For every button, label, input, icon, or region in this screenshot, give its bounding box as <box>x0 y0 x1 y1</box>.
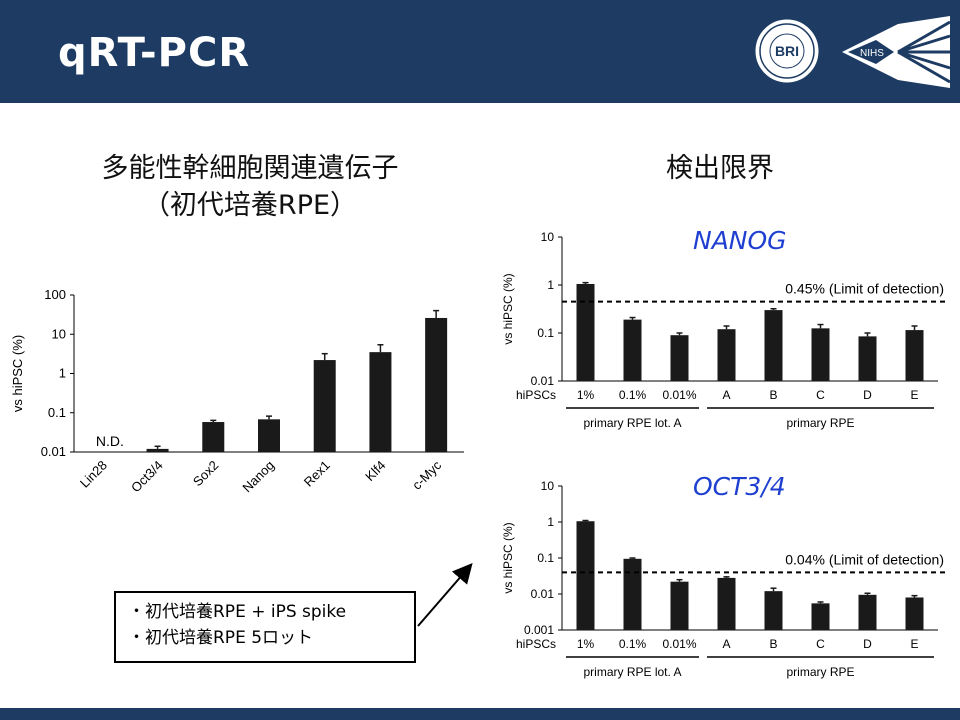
note-line-2: ・初代培養RPE 5ロット <box>128 628 314 648</box>
bar-0.01% <box>670 335 689 381</box>
y-tick-label: 0.1 <box>537 326 554 340</box>
bar-E <box>905 597 924 630</box>
bar-E <box>905 330 924 381</box>
sample-note-box: ・初代培養RPE + iPS spike ・初代培養RPE 5ロット <box>114 591 416 663</box>
x-tick-label: 0.01% <box>662 388 696 402</box>
group-label: primary RPE lot. A <box>583 665 681 679</box>
y-axis-label: vs hiPSC (%) <box>501 273 515 344</box>
left-heading-line1: 多能性幹細胞関連遺伝子 <box>101 153 399 184</box>
detection-limit-label: 0.45% (Limit of detection) <box>785 281 944 297</box>
x-tick-label: 0.01% <box>662 637 696 651</box>
y-tick-label: 0.01 <box>531 374 555 388</box>
y-tick-label: 10 <box>52 326 66 341</box>
x-tick-label: A <box>722 388 730 402</box>
y-tick-label: 0.01 <box>41 444 66 459</box>
y-axis-label: vs hiPSC (%) <box>501 522 515 593</box>
bri-logo-text: BRI <box>775 43 799 59</box>
bar-c-Myc <box>425 317 448 452</box>
x-tick-label: C <box>816 388 825 402</box>
x-tick-label: B <box>769 637 777 651</box>
footer-bar <box>0 708 960 720</box>
slide-title: qRT-PCR <box>58 30 251 76</box>
y-tick-label: 1 <box>547 515 554 529</box>
row-label: hiPSCs <box>516 388 556 402</box>
bar-A <box>717 329 736 381</box>
row-label: hiPSCs <box>516 637 556 651</box>
y-tick-label: 0.001 <box>524 623 554 637</box>
y-tick-label: 1 <box>547 278 554 292</box>
x-tick-label: B <box>769 388 777 402</box>
x-tick-label: 0.1% <box>619 637 647 651</box>
bar-Nanog <box>258 419 280 452</box>
nihs-logo-text: NIHS <box>860 48 884 59</box>
bri-logo: BRI <box>755 19 819 83</box>
y-tick-label: 1 <box>59 366 66 381</box>
y-tick-label: 0.01 <box>531 587 555 601</box>
bar-A <box>717 577 736 630</box>
bar-0.1% <box>623 319 642 381</box>
bar-B <box>764 310 783 381</box>
x-tick-label: E <box>910 388 918 402</box>
bar-C <box>811 603 830 630</box>
bar-Klf4 <box>369 352 392 452</box>
note-line-1: ・初代培養RPE + iPS spike <box>128 602 347 622</box>
oct34-gene-label: OCT3/4 <box>693 472 786 501</box>
group-label: primary RPE lot. A <box>583 416 681 430</box>
y-tick-label: 0.1 <box>48 405 66 420</box>
x-tick-label: D <box>863 388 872 402</box>
nanog-gene-label: NANOG <box>693 226 787 255</box>
x-tick-label: 1% <box>577 388 595 402</box>
x-tick-label: D <box>863 637 872 651</box>
bar-0.1% <box>623 558 642 630</box>
y-tick-label: 10 <box>541 230 555 244</box>
bar-Oct3/4 <box>146 448 169 452</box>
y-tick-label: 10 <box>541 479 555 493</box>
x-tick-label: E <box>910 637 918 651</box>
x-tick-label: 0.1% <box>619 388 647 402</box>
bar-D <box>858 594 877 630</box>
x-tick-label: 1% <box>577 637 595 651</box>
x-tick-label: C <box>816 637 825 651</box>
detection-limit-label: 0.04% (Limit of detection) <box>785 551 944 567</box>
bar-D <box>858 336 877 381</box>
bar-C <box>811 328 830 381</box>
nihs-logo: NIHS <box>842 16 951 88</box>
y-axis-label: vs hiPSC (%) <box>10 335 25 412</box>
right-heading: 検出限界 <box>666 153 774 184</box>
group-label: primary RPE <box>786 665 854 679</box>
bar-0.01% <box>670 581 689 630</box>
bar-B <box>764 591 783 630</box>
bar-Rex1 <box>313 360 336 452</box>
bar-1% <box>576 521 595 630</box>
x-tick-label: A <box>722 637 730 651</box>
y-tick-label: 100 <box>44 287 66 302</box>
annotation-nd: N.D. <box>96 433 124 449</box>
left-heading-line2: （初代培養RPE） <box>142 190 358 221</box>
bar-Sox2 <box>202 422 225 452</box>
bar-1% <box>576 283 595 381</box>
y-tick-label: 0.1 <box>537 551 554 565</box>
group-label: primary RPE <box>786 416 854 430</box>
